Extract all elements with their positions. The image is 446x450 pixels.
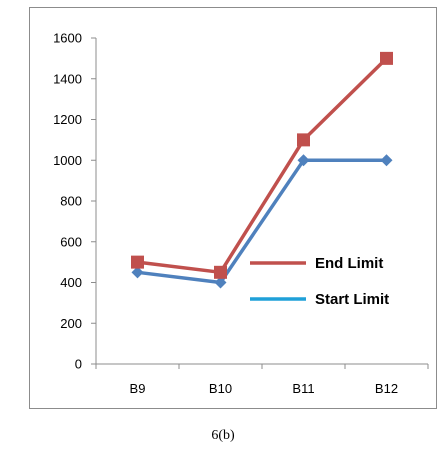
series-line-start-limit [137,158,387,285]
x-tick-label: B12 [375,381,398,396]
y-tick-label: 800 [60,194,82,209]
point-end-limit [380,51,393,65]
point-start-limit [214,276,227,289]
point-end-limit [297,133,310,147]
x-tick-label: B10 [209,381,232,396]
y-tick-label: 1000 [53,153,82,168]
series-line-end-limit [137,57,388,275]
y-tick-label: 0 [75,357,82,372]
x-tick-label: B9 [130,381,146,396]
y-tick-label: 1400 [53,71,82,86]
y-tick-label: 1200 [53,112,82,127]
point-end-limit [131,255,144,269]
y-tick-label: 600 [60,234,82,249]
point-start-limit [380,154,393,167]
chart-frame: 0 200 400 600 800 1000 1200 1400 1600 B9 B10 B11 B12… [29,7,437,409]
y-tick-label: 1600 [53,31,82,46]
legend-label-start-limit: Start Limit [315,291,389,308]
x-tick-label: B11 [292,381,314,396]
line-chart: 0 200 400 600 800 1000 1200 1400 1600 B9 B10 B11 B12… [53,31,429,396]
point-end-limit [214,265,227,279]
point-start-limit [297,154,310,167]
y-tick-label: 200 [60,316,82,331]
legend-label-end-limit: End Limit [315,255,383,272]
point-start-limit [131,266,144,279]
figure-caption: 6(b) [211,428,235,443]
y-tick-label: 400 [60,275,82,290]
